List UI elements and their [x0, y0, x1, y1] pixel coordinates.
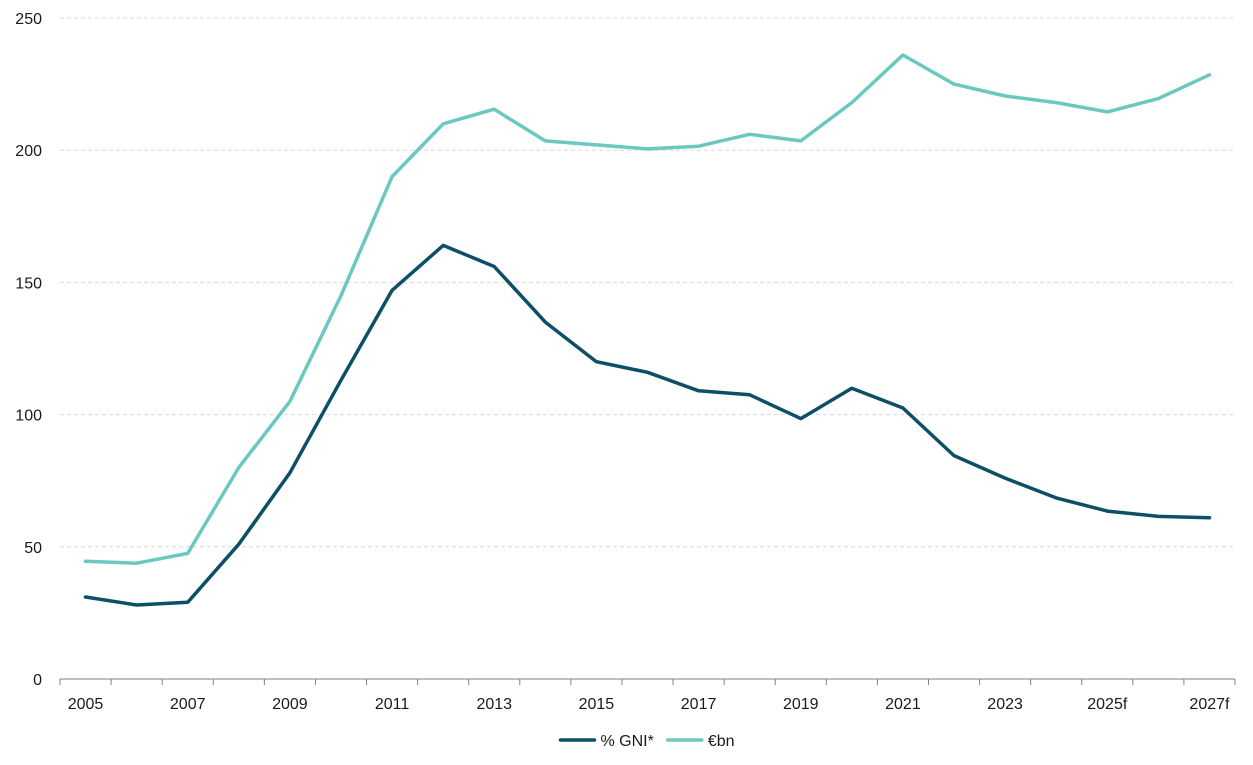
series-line-0	[83, 243, 1212, 607]
y-tick-label: 250	[15, 11, 42, 28]
x-tick-label: 2019	[783, 696, 819, 713]
y-tick-label: 50	[24, 540, 42, 557]
x-tick-label: 2013	[476, 696, 512, 713]
y-tick-label: 100	[15, 408, 42, 425]
series-line-1	[83, 53, 1212, 565]
series-lines	[83, 53, 1212, 607]
x-tick-label: 2021	[885, 696, 921, 713]
x-tick-label: 2007	[170, 696, 206, 713]
legend: % GNI* €bn	[558, 733, 735, 750]
x-tick-label: 2011	[375, 696, 410, 713]
y-tick-label: 0	[33, 672, 42, 689]
y-tick-label: 200	[15, 143, 42, 160]
gridlines	[60, 17, 1235, 548]
y-axis-tick-labels: 0 50 100 150 200 250	[15, 11, 42, 689]
y-tick-label: 150	[15, 275, 42, 292]
legend-label: % GNI*	[600, 733, 653, 750]
legend-label: €bn	[708, 733, 735, 750]
x-tick-label: 2025f	[1087, 696, 1128, 713]
x-tick-label: 2009	[272, 696, 308, 713]
x-tick-label: 2027f	[1189, 696, 1230, 713]
x-axis	[59, 678, 1236, 685]
x-tick-label: 2017	[681, 696, 717, 713]
x-tick-label: 2023	[987, 696, 1023, 713]
x-tick-label: 2005	[68, 696, 104, 713]
x-tick-label: 2015	[579, 696, 615, 713]
x-axis-tick-labels: 2005 2007 2009 2011 2013 2015 2017 2019 2021 2023…	[68, 696, 1230, 713]
